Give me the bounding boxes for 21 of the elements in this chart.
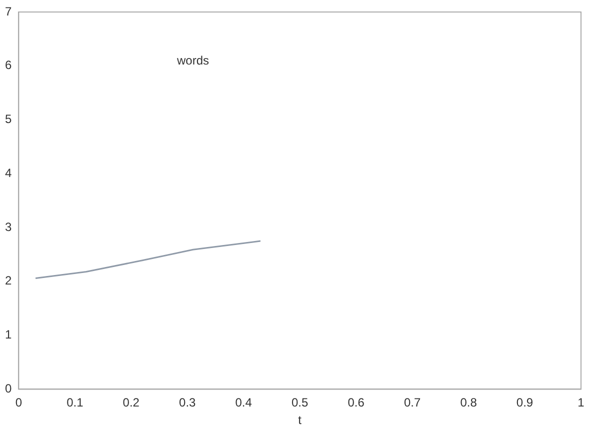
x-axis-title: t <box>298 413 302 428</box>
y-tick-label: 3 <box>4 220 12 234</box>
y-tick-label: 2 <box>4 274 12 288</box>
x-tick-label: 1 <box>578 396 585 410</box>
x-tick-label: 0.9 <box>516 396 534 410</box>
x-tick-label: 0.2 <box>122 396 140 410</box>
x-tick-label: 0.3 <box>179 396 196 410</box>
y-tick-label: 1 <box>4 328 12 342</box>
x-tick-label: 0.4 <box>235 396 252 410</box>
x-tick-label: 0.1 <box>66 396 84 410</box>
y-tick-label: 0 <box>4 382 12 396</box>
annotation: words <box>176 53 210 68</box>
x-tick-label: 0.7 <box>404 396 421 410</box>
y-tick-label: 6 <box>4 58 12 72</box>
x-tick-label: 0 <box>15 396 22 410</box>
x-tick-label: 0.6 <box>348 396 365 410</box>
y-tick-label: 7 <box>4 4 12 18</box>
x-tick-label: 0.8 <box>460 396 478 410</box>
y-tick-label: 5 <box>4 112 12 126</box>
y-tick-label: 4 <box>4 166 12 180</box>
x-tick-label: 0.5 <box>291 396 308 410</box>
